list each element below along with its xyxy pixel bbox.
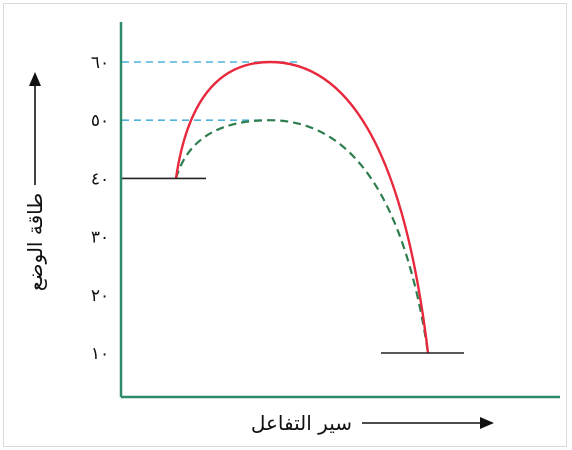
- y-tick-label: ٦٠: [91, 53, 109, 73]
- y-axis-title: طاقة الوضع: [23, 193, 47, 291]
- y-tick-label: ٢٠: [91, 286, 109, 306]
- figure-frame: [3, 3, 567, 447]
- catalyzed-curve: [174, 119, 430, 354]
- y-tick-label: ١٠: [91, 344, 109, 364]
- x-axis-title: سير التفاعل: [251, 411, 352, 435]
- y-tick-label: ٥٠: [91, 111, 109, 131]
- y-axis-arrowhead: [29, 72, 41, 86]
- x-axis-arrowhead: [480, 417, 494, 429]
- uncatalyzed-curve: [174, 60, 430, 354]
- y-tick-label: ٤٠: [91, 169, 109, 189]
- y-tick-label: ٣٠: [91, 228, 109, 248]
